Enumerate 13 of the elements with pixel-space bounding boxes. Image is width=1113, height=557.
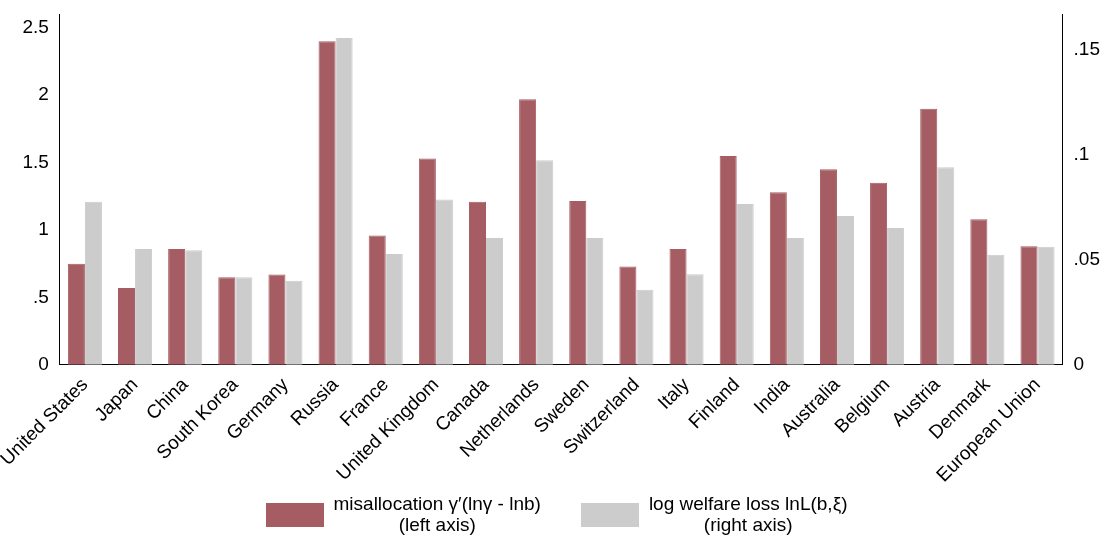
legend-label: log welfare loss lnL(b,ξ) (right axis) <box>648 493 848 536</box>
y2-tick-label: .15 <box>1073 38 1101 60</box>
y-tick-label: 2 <box>38 83 49 105</box>
y-tick-label: 1 <box>38 218 49 240</box>
y2-tick-label: .1 <box>1073 143 1090 165</box>
y2-tick-label: .05 <box>1073 248 1101 270</box>
legend-label: misallocation γ′(lnγ - lnb) (left axis) <box>333 493 541 536</box>
y2-tick-label: 0 <box>1073 353 1085 375</box>
y-tick-label: 1.5 <box>22 150 49 172</box>
y-tick-label: 0 <box>38 353 49 375</box>
y-tick-label: .5 <box>32 285 49 307</box>
y-tick-label: 2.5 <box>22 16 49 38</box>
x-tick-label: Italy <box>653 373 694 414</box>
